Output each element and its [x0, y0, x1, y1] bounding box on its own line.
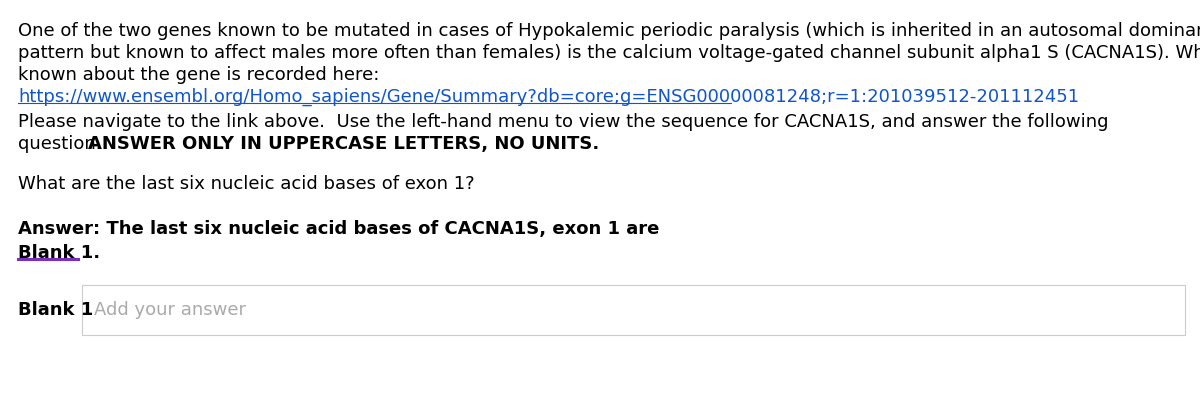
Text: known about the gene is recorded here:: known about the gene is recorded here: [18, 66, 379, 84]
Text: pattern but known to affect males more often than females) is the calcium voltag: pattern but known to affect males more o… [18, 44, 1200, 62]
Text: What are the last six nucleic acid bases of exon 1?: What are the last six nucleic acid bases… [18, 175, 475, 193]
Text: Blank 1: Blank 1 [18, 301, 94, 319]
Text: ANSWER ONLY IN UPPERCASE LETTERS, NO UNITS.: ANSWER ONLY IN UPPERCASE LETTERS, NO UNI… [89, 135, 600, 153]
Text: Answer: The last six nucleic acid bases of CACNA1S, exon 1 are: Answer: The last six nucleic acid bases … [18, 220, 659, 238]
Text: Please navigate to the link above.  Use the left-hand menu to view the sequence : Please navigate to the link above. Use t… [18, 113, 1109, 131]
Text: https://www.ensembl.org/Homo_sapiens/Gene/Summary?db=core;g=ENSG00000081248;r=1:: https://www.ensembl.org/Homo_sapiens/Gen… [18, 88, 1079, 106]
Text: question.: question. [18, 135, 107, 153]
Text: Blank 1.: Blank 1. [18, 244, 100, 262]
Text: One of the two genes known to be mutated in cases of Hypokalemic periodic paraly: One of the two genes known to be mutated… [18, 22, 1200, 40]
FancyBboxPatch shape [82, 285, 1186, 335]
Text: Add your answer: Add your answer [94, 301, 246, 319]
